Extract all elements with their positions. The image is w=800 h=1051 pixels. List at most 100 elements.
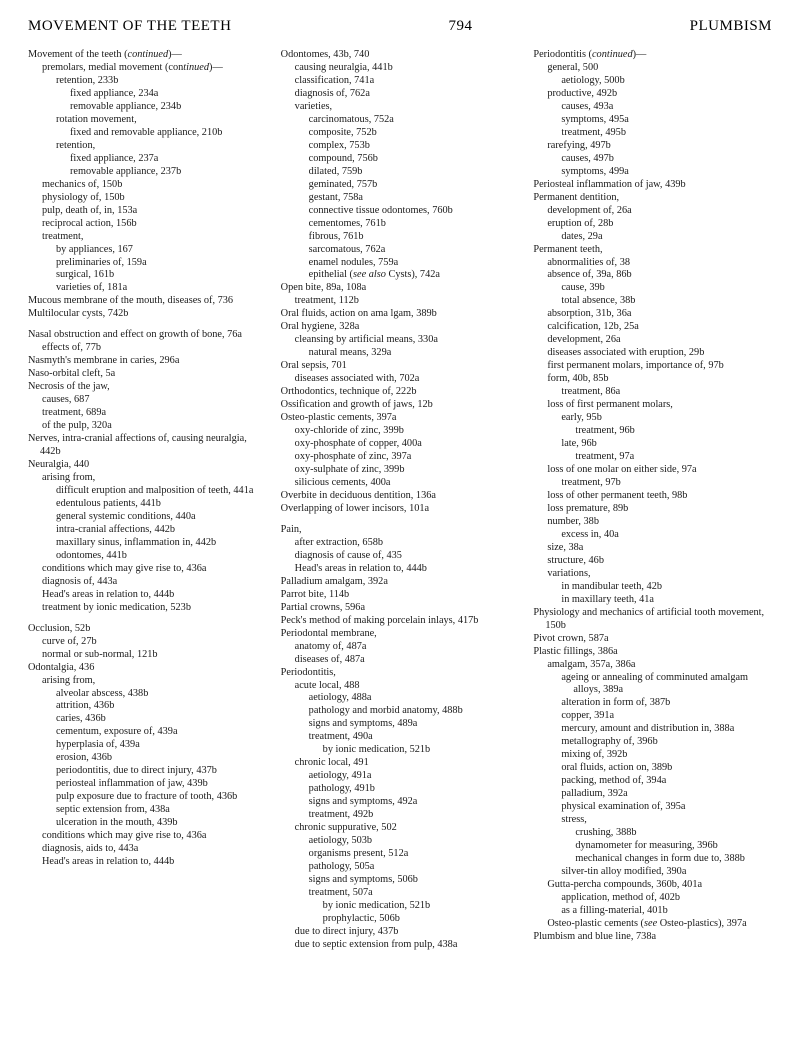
index-entry: fibrous, 761b <box>321 231 520 244</box>
index-entry: septic extension from, 438a <box>68 804 267 817</box>
index-entry: removable appliance, 234b <box>82 101 267 114</box>
index-entry: treatment, <box>54 231 267 244</box>
index-entry: gestant, 758a <box>321 192 520 205</box>
index-entry: oxy-sulphate of zinc, 399b <box>307 464 520 477</box>
index-entry: erosion, 436b <box>68 752 267 765</box>
index-columns: Movement of the teeth (continued)—premol… <box>28 49 772 952</box>
index-entry: diseases associated with, 702a <box>307 373 520 386</box>
index-entry: cause, 39b <box>573 282 772 295</box>
index-entry: diagnosis of cause of, 435 <box>307 550 520 563</box>
index-entry: structure, 46b <box>559 555 772 568</box>
index-entry: physical examination of, 395a <box>573 801 772 814</box>
index-entry: Open bite, 89a, 108a <box>293 282 520 295</box>
index-entry: pathology, 491b <box>321 783 520 796</box>
header-page-number: 794 <box>449 18 473 35</box>
index-entry: anatomy of, 487a <box>307 641 520 654</box>
index-entry: treatment, 492b <box>321 809 520 822</box>
index-entry: calcification, 12b, 25a <box>559 321 772 334</box>
index-entry: treatment, 490a <box>321 731 520 744</box>
index-entry: oxy-chloride of zinc, 399b <box>307 425 520 438</box>
header-right: PLUMBISM <box>690 18 772 35</box>
index-entry: Multilocular cysts, 742b <box>40 308 267 321</box>
index-entry: periodontitis, due to direct injury, 437… <box>68 765 267 778</box>
index-entry: treatment by ionic medication, 523b <box>54 602 267 615</box>
index-entry: copper, 391a <box>573 710 772 723</box>
index-entry: number, 38b <box>559 516 772 529</box>
index-entry: in mandibular teeth, 42b <box>573 581 772 594</box>
index-entry: packing, method of, 394a <box>573 775 772 788</box>
index-entry: symptoms, 495a <box>573 114 772 127</box>
index-entry: symptoms, 499a <box>573 166 772 179</box>
index-entry: loss premature, 89b <box>559 503 772 516</box>
index-entry: amalgam, 357a, 386a <box>559 659 772 672</box>
index-entry: Plastic fillings, 386a <box>545 646 772 659</box>
index-entry: Nasal obstruction and effect on growth o… <box>40 329 267 342</box>
index-entry: hyperplasia of, 439a <box>68 739 267 752</box>
index-entry: intra-cranial affections, 442b <box>68 524 267 537</box>
index-entry: Head's areas in relation to, 444b <box>54 589 267 602</box>
index-entry: treatment, 112b <box>307 295 520 308</box>
column-2: Odontomes, 43b, 740causing neuralgia, 44… <box>281 49 520 952</box>
index-entry: Plumbism and blue line, 738a <box>545 931 772 944</box>
index-entry: pathology and morbid anatomy, 488b <box>321 705 520 718</box>
index-entry: Periodontitis, <box>293 667 520 680</box>
header-left: MOVEMENT OF THE TEETH <box>28 18 231 35</box>
index-entry: odontomes, 441b <box>68 550 267 563</box>
index-entry: attrition, 436b <box>68 700 267 713</box>
index-entry: Head's areas in relation to, 444b <box>54 856 267 869</box>
index-entry: Orthodontics, technique of, 222b <box>293 386 520 399</box>
index-entry: geminated, 757b <box>321 179 520 192</box>
index-entry: mercury, amount and distribution in, 388… <box>573 723 772 736</box>
index-entry: Oral hygiene, 328a <box>293 321 520 334</box>
index-entry: edentulous patients, 441b <box>68 498 267 511</box>
index-entry: Mucous membrane of the mouth, diseases o… <box>40 295 267 308</box>
index-entry: dilated, 759b <box>321 166 520 179</box>
index-entry: compound, 756b <box>321 153 520 166</box>
index-entry: loss of one molar on either side, 97a <box>559 464 772 477</box>
index-entry: causes, 493a <box>573 101 772 114</box>
index-entry: aetiology, 491a <box>321 770 520 783</box>
index-entry: general, 500 <box>559 62 772 75</box>
index-entry: diagnosis of, 443a <box>54 576 267 589</box>
index-entry: Permanent dentition, <box>545 192 772 205</box>
index-entry: rotation movement, <box>68 114 267 127</box>
index-entry: as a filling-material, 401b <box>573 905 772 918</box>
index-entry: ageing or annealing of comminuted amalga… <box>573 672 772 698</box>
index-entry: epithelial (see also Cysts), 742a <box>321 269 520 282</box>
index-entry: variations, <box>559 568 772 581</box>
index-entry: productive, 492b <box>559 88 772 101</box>
index-entry: absorption, 31b, 36a <box>559 308 772 321</box>
index-entry: Neuralgia, 440 <box>40 459 267 472</box>
index-entry: eruption of, 28b <box>559 218 772 231</box>
index-entry: complex, 753b <box>321 140 520 153</box>
index-entry: Ossification and growth of jaws, 12b <box>293 399 520 412</box>
index-entry: periosteal inflammation of jaw, 439b <box>68 778 267 791</box>
index-entry: Palladium amalgam, 392a <box>293 576 520 589</box>
index-entry: retention, 233b <box>68 75 267 88</box>
index-entry: fixed and removable appliance, 210b <box>82 127 267 140</box>
index-entry: Oral sepsis, 701 <box>293 360 520 373</box>
index-entry: rarefying, 497b <box>559 140 772 153</box>
index-entry: oral fluids, action on, 389b <box>573 762 772 775</box>
index-entry: preliminaries of, 159a <box>68 257 267 270</box>
index-entry: early, 95b <box>573 412 772 425</box>
index-entry: enamel nodules, 759a <box>321 257 520 270</box>
index-entry: form, 40b, 85b <box>559 373 772 386</box>
index-entry: silicious cements, 400a <box>307 477 520 490</box>
index-entry: ulceration in the mouth, 439b <box>68 817 267 830</box>
index-entry: Oral fluids, action on ama lgam, 389b <box>293 308 520 321</box>
index-entry: Partial crowns, 596a <box>293 602 520 615</box>
index-entry: Odontomes, 43b, 740 <box>293 49 520 62</box>
index-entry: difficult eruption and malposition of te… <box>68 485 267 498</box>
index-entry: Odontalgia, 436 <box>40 662 267 675</box>
index-entry: sarcomatous, 762a <box>321 244 520 257</box>
index-entry: treatment, 507a <box>321 887 520 900</box>
index-entry: Parrot bite, 114b <box>293 589 520 602</box>
index-entry: maxillary sinus, inflammation in, 442b <box>68 537 267 550</box>
index-entry: conditions which may give rise to, 436a <box>54 830 267 843</box>
index-entry: size, 38a <box>559 542 772 555</box>
index-entry: diseases associated with eruption, 29b <box>559 347 772 360</box>
index-entry: connective tissue odontomes, 760b <box>321 205 520 218</box>
index-entry: Naso-orbital cleft, 5a <box>40 368 267 381</box>
index-entry: dynamometer for measuring, 396b <box>587 840 772 853</box>
